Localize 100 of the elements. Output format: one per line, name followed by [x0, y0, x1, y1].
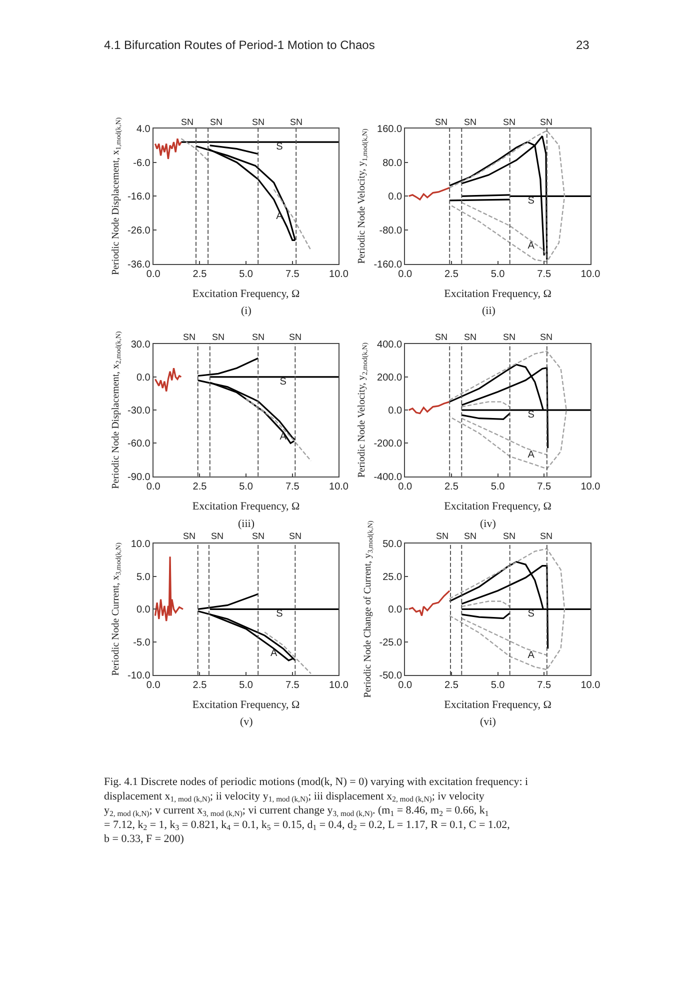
x-tick-label: 0.0 — [398, 680, 412, 691]
line-series — [154, 556, 184, 622]
y-tick-label: -200.0 — [374, 438, 403, 450]
text: (ii) — [482, 305, 496, 317]
ref-line-label: SN — [435, 332, 448, 342]
y-tick-label: 5.0 — [136, 572, 151, 583]
x-tick-label: 7.5 — [537, 680, 552, 691]
ref-line-label: SN — [289, 531, 302, 541]
annotation: S — [276, 142, 284, 153]
text: (vi) — [480, 716, 496, 728]
y-tick-label: 10.0 — [130, 538, 151, 550]
x-tick-label: 0.0 — [398, 481, 412, 492]
x-axis-title: Excitation Frequency, Ω — [192, 699, 300, 712]
ref-line-label: SN — [464, 332, 477, 342]
annotation: A — [528, 240, 535, 252]
ref-line-label: SN — [212, 332, 225, 342]
x-tick-label: 0.0 — [398, 268, 412, 280]
annotation: S — [528, 608, 535, 620]
x-axis-title: Excitation Frequency, Ω — [444, 699, 552, 712]
y-tick-label: 25.0 — [382, 572, 403, 583]
x-axis-title: Excitation Frequency, Ω — [444, 500, 552, 512]
x-tick-label: 5.0 — [490, 268, 506, 280]
x-axis-title: Excitation Frequency, Ω — [192, 500, 300, 512]
x-tick-label: 2.5 — [192, 481, 208, 492]
annotation: S — [280, 376, 287, 388]
annotation: A — [270, 648, 278, 660]
y-tick-label: -400.0 — [374, 472, 403, 483]
text: (v) — [240, 716, 254, 728]
x-tick-label: 5.0 — [239, 481, 254, 492]
x-tick-label: 2.5 — [444, 268, 459, 280]
y-tick-label: 50.0 — [382, 538, 403, 550]
x-tick-label: 5.0 — [490, 680, 506, 691]
y-tick-label: 160.0 — [377, 124, 403, 135]
x-tick-label: 10.0 — [580, 268, 601, 280]
y-tick-label: 0.0 — [388, 192, 403, 203]
line-series — [408, 590, 450, 617]
line-series — [154, 138, 182, 160]
y-tick-label: -50.0 — [379, 670, 403, 682]
x-tick-label: 7.5 — [285, 481, 300, 492]
ref-line-label: SN — [503, 531, 516, 541]
ref-line-label: SN — [464, 531, 477, 541]
x-tick-label: 2.5 — [192, 268, 208, 280]
x-tick-label: 7.5 — [537, 268, 552, 280]
line-series — [408, 401, 450, 414]
annotation: A — [280, 432, 287, 443]
ref-line-label: SN — [210, 117, 223, 127]
y-tick-label: -80.0 — [379, 226, 403, 237]
y-tick-label: -160.0 — [374, 259, 403, 270]
x-tick-label: 0.0 — [146, 680, 161, 691]
ref-line-label: SN — [540, 332, 553, 342]
ref-line-label: SN — [540, 117, 553, 127]
ref-line-label: SN — [436, 531, 449, 541]
x-tick-label: 10.0 — [580, 481, 601, 492]
x-tick-label: 0.0 — [146, 481, 161, 492]
ref-line-label: SN — [540, 531, 553, 541]
text: (iii) — [238, 518, 255, 530]
ref-line-label: SN — [252, 117, 265, 127]
x-tick-label: 2.5 — [444, 481, 459, 492]
ref-line-label: SN — [503, 332, 516, 342]
ref-line-label: SN — [503, 117, 516, 127]
text: 4.1 Bifurcation Routes of Period-1 Motion to Chaos — [104, 38, 375, 52]
ref-line-label: SN — [289, 332, 302, 342]
y-tick-label: -90.0 — [128, 472, 151, 483]
x-tick-label: 10.0 — [329, 481, 349, 492]
y-tick-label: 0.0 — [388, 406, 403, 417]
ref-line-label: SN — [183, 531, 196, 541]
y-tick-label: -26.0 — [128, 226, 151, 237]
line-series — [245, 398, 312, 462]
text: 23 — [576, 38, 590, 52]
x-tick-label: 2.5 — [444, 680, 459, 691]
ref-line-label: SN — [252, 332, 265, 342]
annotation: S — [528, 196, 535, 207]
y-tick-label: -60.0 — [128, 438, 151, 450]
x-tick-label: 7.5 — [285, 268, 300, 280]
ref-line-label: SN — [183, 332, 196, 342]
x-tick-label: 10.0 — [329, 680, 349, 691]
y-tick-label: -6.0 — [133, 158, 151, 169]
x-tick-label: 10.0 — [580, 680, 601, 691]
x-tick-label: 0.0 — [146, 268, 161, 280]
x-tick-label: 5.0 — [490, 481, 506, 492]
y-tick-label: 200.0 — [377, 372, 403, 384]
x-tick-label: 2.5 — [192, 680, 208, 691]
x-tick-label: 7.5 — [285, 680, 300, 691]
ref-line-label: SN — [181, 117, 194, 127]
x-tick-label: 7.5 — [537, 481, 552, 492]
y-tick-label: -16.0 — [128, 192, 151, 203]
y-tick-label: -5.0 — [133, 638, 151, 649]
y-tick-label: -10.0 — [128, 670, 151, 682]
y-tick-label: -25.0 — [379, 638, 403, 649]
ref-line-label: SN — [211, 531, 224, 541]
y-tick-label: 0.0 — [136, 604, 151, 616]
x-tick-label: 10.0 — [329, 268, 349, 280]
x-tick-label: 5.0 — [239, 680, 254, 691]
y-tick-label: 4.0 — [136, 124, 151, 135]
ref-line-label: SN — [464, 117, 477, 127]
y-tick-label: 0.0 — [136, 372, 151, 384]
ref-line-label: SN — [252, 531, 265, 541]
line-series — [154, 367, 182, 392]
annotation: A — [528, 650, 535, 661]
y-tick-label: -30.0 — [128, 406, 151, 417]
